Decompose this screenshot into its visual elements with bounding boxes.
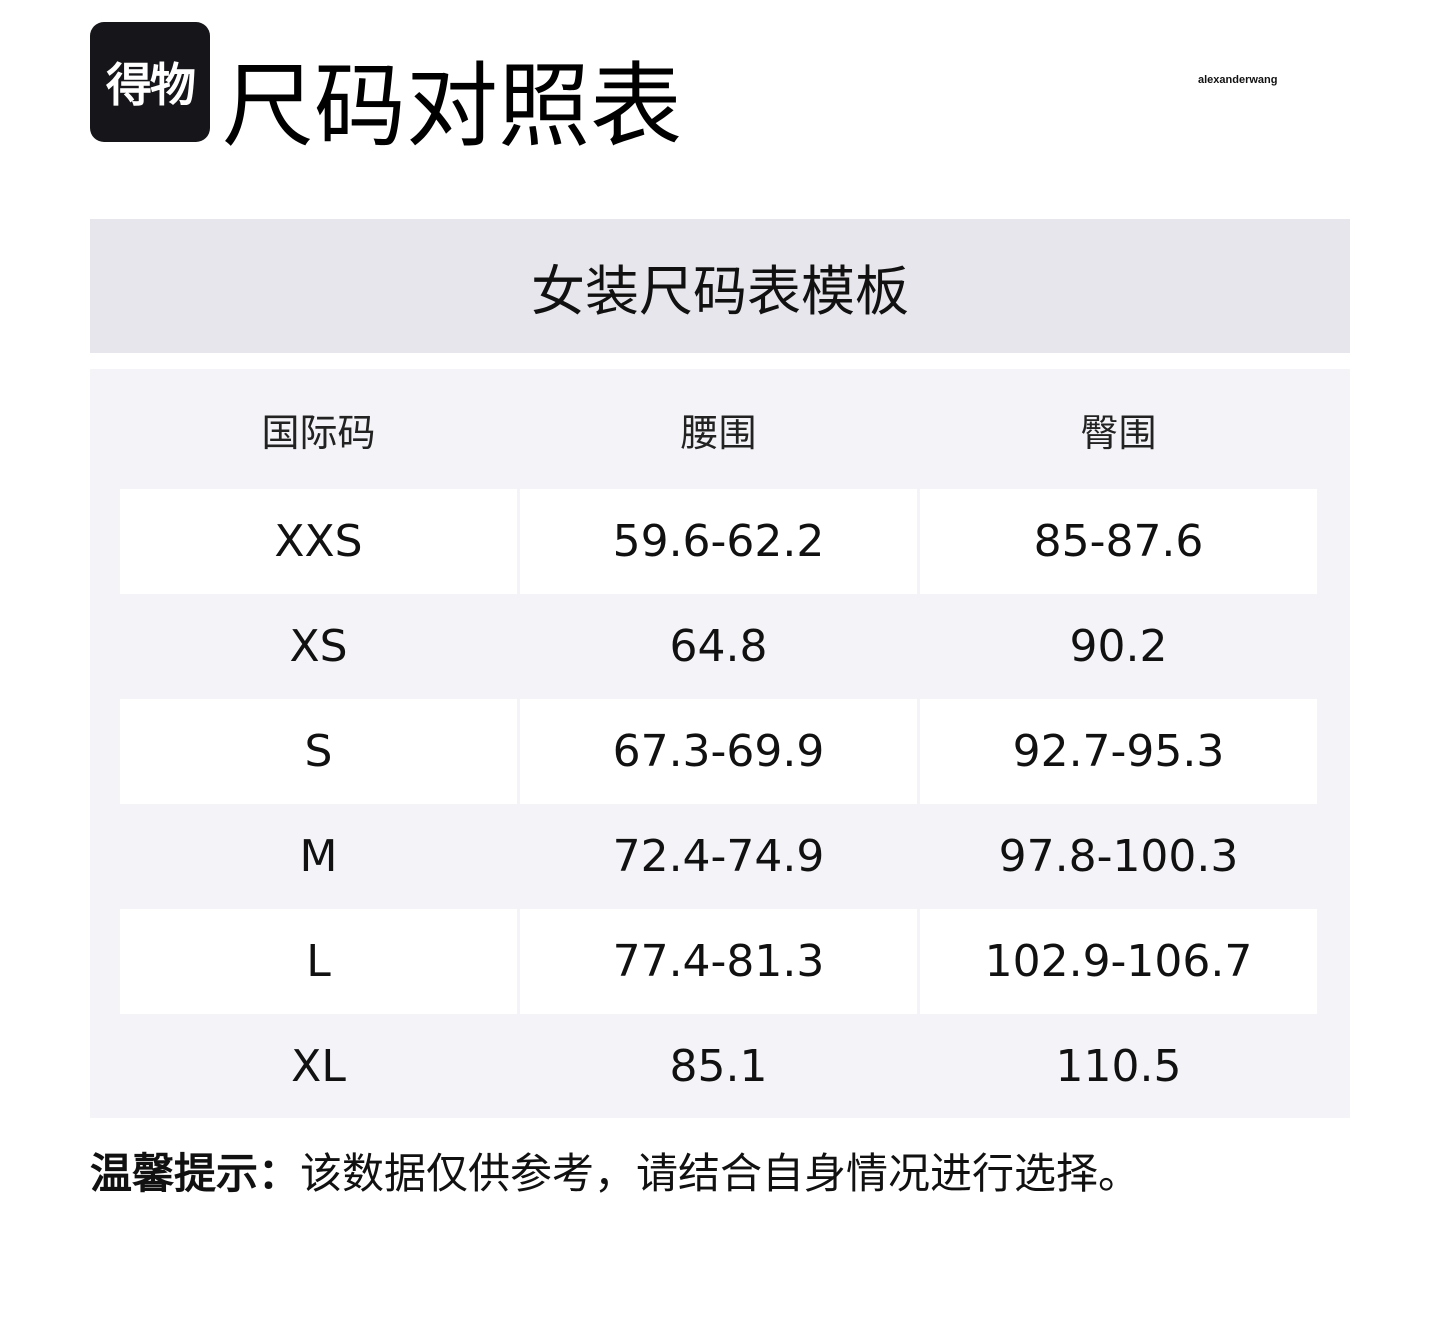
cell-waist: 64.8 xyxy=(669,621,768,672)
cell-size: XL xyxy=(291,1041,346,1092)
cell-waist: 59.6-62.2 xyxy=(520,489,917,594)
cell-size: M xyxy=(299,831,338,882)
brand-name: alexanderwang xyxy=(1198,74,1278,86)
logo-text: 得物 xyxy=(106,58,196,112)
tip-label: 温馨提示： xyxy=(90,1149,301,1198)
cell-size: S xyxy=(120,699,517,804)
table-row: XL 85.1 110.5 xyxy=(120,1014,1317,1119)
cell-size: L xyxy=(120,909,517,1014)
cell-hip: 102.9-106.7 xyxy=(920,909,1317,1014)
page-title: 尺码对照表 xyxy=(222,53,683,160)
cell-hip: 110.5 xyxy=(1055,1041,1182,1092)
column-header-size: 国际码 xyxy=(261,410,376,455)
table-row: XS 64.8 90.2 xyxy=(120,594,1317,699)
table-row: S 67.3-69.9 92.7-95.3 xyxy=(120,699,1317,804)
column-header-waist: 腰围 xyxy=(680,410,757,455)
tip-text: 该数据仅供参考，请结合自身情况进行选择。 xyxy=(300,1149,1141,1198)
table-row: M 72.4-74.9 97.8-100.3 xyxy=(120,804,1317,909)
cell-waist: 85.1 xyxy=(669,1041,768,1092)
cell-waist: 72.4-74.9 xyxy=(612,831,825,882)
cell-hip: 85-87.6 xyxy=(920,489,1317,594)
cell-hip: 90.2 xyxy=(1069,621,1168,672)
dewu-logo: 得物 xyxy=(90,22,210,142)
size-table: 国际码 腰围 臀围 XXS 59.6-62.2 85-87.6 XS 64.8 90.2 S… xyxy=(90,369,1350,1118)
cell-size: XS xyxy=(289,621,348,672)
table-row: XXS 59.6-62.2 85-87.6 xyxy=(120,489,1317,594)
cell-hip: 97.8-100.3 xyxy=(998,831,1239,882)
cell-hip: 92.7-95.3 xyxy=(920,699,1317,804)
table-title: 女装尺码表模板 xyxy=(90,219,1350,353)
footer-tip: 温馨提示：该数据仅供参考，请结合自身情况进行选择。 xyxy=(90,1140,1140,1201)
cell-waist: 77.4-81.3 xyxy=(520,909,917,1014)
cell-size: XXS xyxy=(120,489,517,594)
table-row: L 77.4-81.3 102.9-106.7 xyxy=(120,909,1317,1014)
cell-waist: 67.3-69.9 xyxy=(520,699,917,804)
column-header-hip: 臀围 xyxy=(1080,410,1157,455)
